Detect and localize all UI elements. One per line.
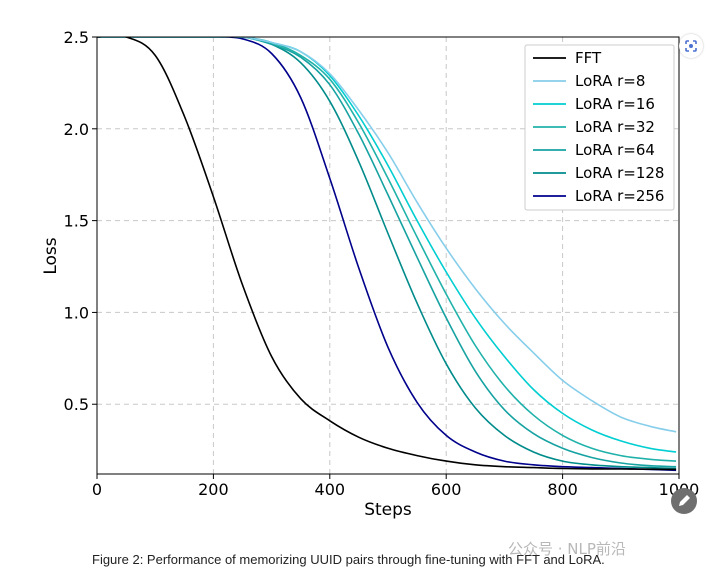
series-lines [97, 37, 677, 472]
x-tick-label: 200 [198, 480, 229, 499]
series-line-lora-r-64 [97, 37, 677, 468]
x-tick-label: 800 [547, 480, 578, 499]
legend-label: FFT [575, 49, 602, 67]
legend-label: LoRA r=256 [575, 187, 664, 205]
series-line-lora-r-32 [97, 37, 677, 462]
watermark: 公众号 · NLP前沿 [508, 540, 626, 558]
y-tick-label: 2.5 [64, 28, 89, 47]
series-line-lora-r-16 [97, 37, 677, 453]
pen-icon [679, 495, 690, 506]
y-tick-label: 0.5 [64, 395, 89, 414]
series-line-lora-r-256 [97, 37, 677, 472]
legend-label: LoRA r=8 [575, 72, 645, 90]
x-tick-label: 400 [315, 480, 346, 499]
x-axis-ticks: 02004006008001000 [92, 474, 699, 499]
figure-caption: Figure 2: Performance of memorizing UUID… [92, 552, 605, 567]
x-tick-label: 600 [431, 480, 462, 499]
legend-label: LoRA r=16 [575, 95, 655, 113]
google-lens-button[interactable] [679, 34, 703, 58]
y-tick-label: 1.5 [64, 212, 89, 231]
y-tick-label: 2.0 [64, 120, 89, 139]
legend-label: LoRA r=128 [575, 164, 664, 182]
legend: FFT LoRA r=8 LoRA r=16 LoRA r=32 LoRA r=64 Lo… [524, 44, 675, 211]
google-lens-icon [685, 40, 697, 52]
x-tick-label: 0 [92, 480, 102, 499]
y-axis-ticks: 0.5 1.0 1.5 2.0 2.5 [64, 28, 97, 414]
series-line-lora-r-8 [97, 37, 677, 433]
legend-label: LoRA r=64 [575, 141, 655, 159]
y-axis-label: Loss [41, 237, 61, 274]
plot-frame [96, 36, 680, 475]
series-line-fft [97, 37, 677, 471]
legend-label: LoRA r=32 [575, 118, 655, 136]
series-line-lora-r-128 [97, 37, 677, 470]
y-tick-label: 1.0 [64, 303, 89, 322]
x-axis-label: Steps [364, 500, 412, 520]
edit-button[interactable] [671, 488, 697, 514]
legend-box [524, 44, 675, 211]
